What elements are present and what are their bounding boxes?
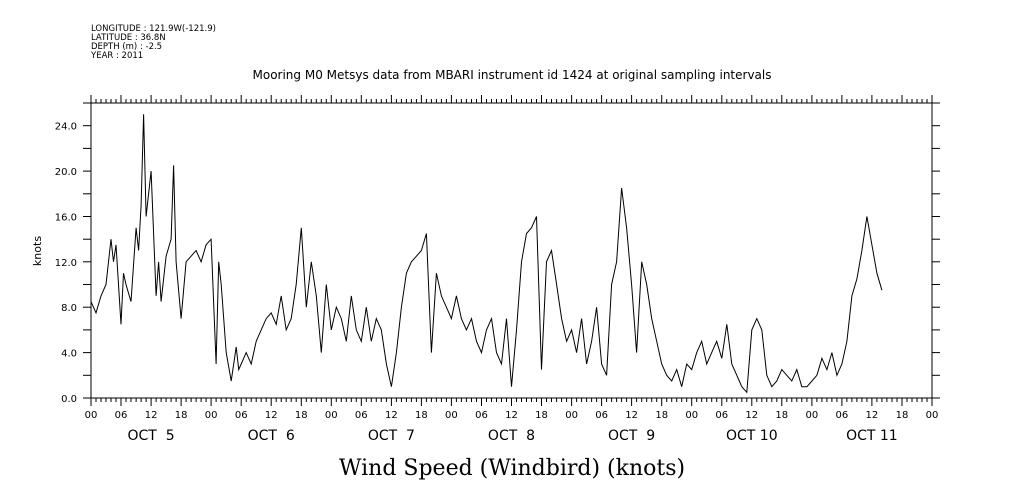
plot-frame: [90, 102, 933, 399]
x-tick-label: 12: [625, 410, 638, 421]
x-tick-label: 12: [265, 410, 278, 421]
day-label: OCT 7: [368, 428, 415, 444]
x-tick-label: 06: [115, 410, 128, 421]
x-tick-label: 06: [715, 410, 728, 421]
meta-longitude: LONGITUDE : 121.9W(-121.9): [91, 24, 216, 34]
x-tick-label: 06: [475, 410, 488, 421]
x-tick-label: 12: [505, 410, 518, 421]
day-labels: OCT 5 OCT 6 OCT 7 OCT 8 OCT 9 OCT 10 OCT 11: [128, 428, 898, 444]
y-tick-label: 0.0: [61, 394, 77, 405]
y-axis-label: knots: [31, 236, 44, 266]
meta-latitude: LATITUDE : 36.8N: [91, 33, 166, 43]
day-label: OCT 10: [726, 428, 778, 444]
y-tick-label: 12.0: [55, 258, 77, 269]
day-label: OCT 8: [488, 428, 535, 444]
chart-title: Mooring M0 Metsys data from MBARI instru…: [253, 68, 772, 82]
x-tick-label: 18: [295, 410, 308, 421]
y-tick-labels: 0.0 4.0 8.0 12.0 16.0 20.0 24.0: [55, 122, 77, 405]
wind-speed-line: [90, 114, 883, 394]
x-tick-label: 18: [175, 410, 188, 421]
x-tick-label: 00: [806, 410, 819, 421]
y-tick-label: 20.0: [55, 167, 77, 178]
x-tick-label: 06: [355, 410, 368, 421]
tick-marks: [83, 95, 940, 406]
x-tick-label: 00: [926, 410, 939, 421]
x-tick-label: 00: [445, 410, 458, 421]
x-tick-label: 06: [235, 410, 248, 421]
x-tick-label: 00: [205, 410, 218, 421]
day-label: OCT 5: [128, 428, 175, 444]
x-tick-label: 06: [836, 410, 849, 421]
x-tick-label: 12: [745, 410, 758, 421]
x-tick-label: 18: [535, 410, 548, 421]
x-tick-label: 00: [325, 410, 338, 421]
day-label: OCT 6: [248, 428, 295, 444]
y-tick-label: 4.0: [61, 349, 77, 360]
x-tick-label: 00: [565, 410, 578, 421]
meta-year: YEAR : 2011: [90, 51, 143, 61]
meta-depth: DEPTH (m) : -2.5: [91, 42, 162, 52]
x-tick-label: 18: [655, 410, 668, 421]
x-tick-label: 06: [595, 410, 608, 421]
x-tick-label: 00: [685, 410, 698, 421]
x-tick-label: 00: [85, 410, 98, 421]
day-label: OCT 11: [846, 428, 898, 444]
x-tick-labels: 00 06 12 18 00 06 12 18 00 06 12 18 00 06 12 18 00 06 12 18…: [85, 410, 939, 421]
x-tick-label: 18: [775, 410, 788, 421]
y-tick-label: 8.0: [61, 303, 77, 314]
x-axis-label: Wind Speed (Windbird) (knots): [339, 456, 685, 481]
x-tick-label: 12: [385, 410, 398, 421]
x-tick-label: 12: [145, 410, 158, 421]
x-tick-label: 18: [415, 410, 428, 421]
x-tick-label: 18: [896, 410, 909, 421]
y-tick-label: 24.0: [55, 122, 77, 133]
day-label: OCT 9: [608, 428, 655, 444]
y-tick-label: 16.0: [55, 213, 77, 224]
x-tick-label: 12: [866, 410, 879, 421]
